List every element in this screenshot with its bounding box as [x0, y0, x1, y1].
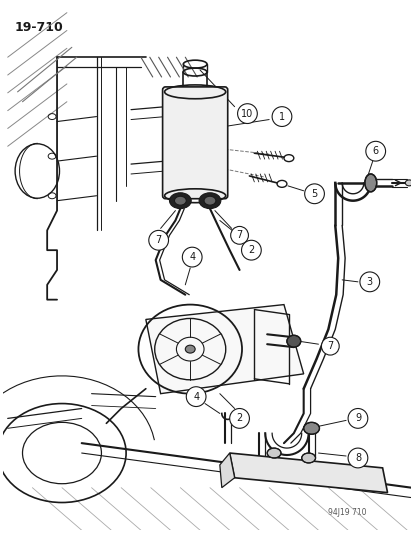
Text: 7: 7: [236, 230, 242, 240]
Text: 3: 3: [366, 277, 372, 287]
Polygon shape: [219, 453, 234, 488]
Ellipse shape: [303, 422, 319, 434]
Circle shape: [347, 408, 367, 429]
Ellipse shape: [174, 196, 186, 205]
Ellipse shape: [286, 335, 300, 347]
Ellipse shape: [266, 448, 280, 458]
Circle shape: [237, 104, 257, 124]
Circle shape: [241, 240, 261, 260]
Circle shape: [230, 227, 248, 244]
Circle shape: [320, 337, 338, 355]
Polygon shape: [145, 304, 303, 394]
Circle shape: [347, 448, 367, 468]
Text: 10: 10: [241, 109, 253, 119]
Text: 4: 4: [189, 252, 195, 262]
FancyBboxPatch shape: [162, 87, 227, 199]
Ellipse shape: [169, 193, 191, 208]
Text: 1: 1: [278, 111, 285, 122]
Circle shape: [271, 107, 291, 126]
Circle shape: [148, 230, 168, 250]
Ellipse shape: [204, 196, 215, 205]
Text: 4: 4: [192, 392, 199, 402]
Circle shape: [304, 184, 324, 204]
Text: 8: 8: [354, 453, 360, 463]
Circle shape: [186, 387, 206, 407]
Circle shape: [229, 408, 249, 429]
Text: 2: 2: [248, 245, 254, 255]
Text: 5: 5: [311, 189, 317, 199]
Ellipse shape: [199, 193, 220, 208]
Text: 7: 7: [155, 235, 161, 245]
Text: 94J19 710: 94J19 710: [328, 508, 366, 518]
Ellipse shape: [301, 453, 315, 463]
Polygon shape: [229, 453, 387, 492]
Circle shape: [182, 247, 202, 267]
Ellipse shape: [185, 345, 195, 353]
Text: 9: 9: [354, 414, 360, 423]
Ellipse shape: [364, 174, 376, 192]
Ellipse shape: [404, 180, 412, 186]
Text: 19-710: 19-710: [14, 21, 63, 34]
Circle shape: [359, 272, 379, 292]
Circle shape: [365, 141, 385, 161]
Text: 6: 6: [372, 146, 378, 156]
Text: 7: 7: [326, 341, 332, 351]
Text: 2: 2: [236, 414, 242, 423]
